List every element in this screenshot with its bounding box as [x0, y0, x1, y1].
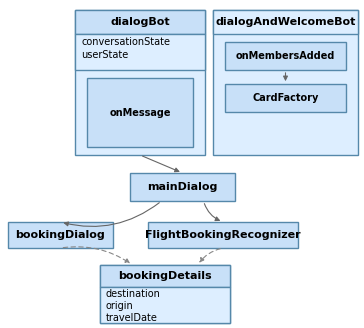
Bar — [225, 84, 346, 112]
Text: destination: destination — [106, 289, 161, 299]
Text: mainDialog: mainDialog — [147, 182, 218, 192]
Text: dialogAndWelcomeBot: dialogAndWelcomeBot — [215, 17, 356, 27]
Text: bookingDialog: bookingDialog — [16, 230, 105, 240]
Bar — [100, 265, 230, 323]
Text: conversationState: conversationState — [81, 37, 170, 47]
Text: onMessage: onMessage — [109, 108, 171, 117]
Text: userState: userState — [81, 50, 128, 60]
Bar — [75, 10, 205, 34]
Bar — [225, 42, 346, 70]
Bar — [75, 34, 205, 70]
Bar — [100, 265, 230, 287]
Text: bookingDetails: bookingDetails — [118, 271, 212, 281]
Bar — [8, 222, 113, 248]
Text: origin: origin — [106, 301, 134, 311]
Bar — [213, 10, 358, 155]
Bar — [148, 222, 298, 248]
Bar — [213, 10, 358, 34]
Text: travelDate: travelDate — [106, 313, 158, 323]
Text: FlightBookingRecognizer: FlightBookingRecognizer — [145, 230, 301, 240]
Text: onMembersAdded: onMembersAdded — [236, 51, 335, 61]
Bar — [87, 78, 193, 147]
Bar — [100, 287, 230, 323]
Text: CardFactory: CardFactory — [252, 93, 319, 103]
Text: dialogBot: dialogBot — [110, 17, 170, 27]
Bar — [130, 173, 235, 201]
Bar — [75, 10, 205, 155]
